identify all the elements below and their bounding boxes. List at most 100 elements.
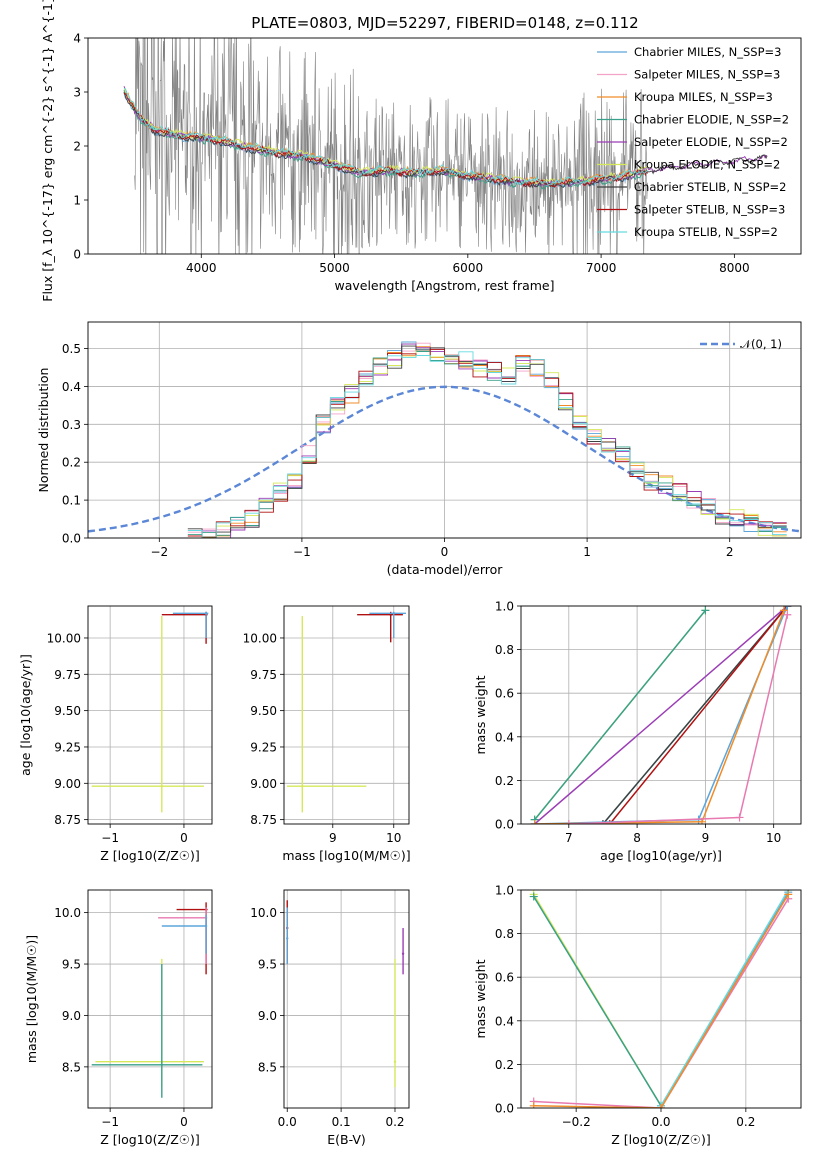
series-marker (783, 610, 792, 619)
x-axis-label: age [log10(age/yr)] (600, 848, 722, 863)
x-tick-label: −1 (293, 545, 311, 559)
y-axis-label: mass weight (473, 675, 488, 754)
y-tick-label: 0.3 (62, 418, 81, 432)
data-point (160, 1063, 164, 1067)
series-marker (657, 1104, 665, 1108)
x-axis-label: wavelength [Angstrom, rest frame] (334, 278, 554, 293)
series-line (660, 890, 789, 1107)
x-axis-label: Z [log10(Z/Z☉)] (100, 1132, 200, 1147)
y-tick-label: 0.1 (62, 494, 81, 508)
y-tick-label: 4 (73, 32, 81, 46)
y-tick-label: 8.5 (258, 1060, 277, 1074)
series-marker (735, 813, 744, 822)
y-tick-label: 0.2 (62, 456, 81, 470)
y-axis-label: mass [log10(M/M☉)] (24, 935, 39, 1063)
x-tick-label: 7 (565, 831, 573, 845)
x-tick-label: 9 (702, 831, 710, 845)
x-tick-label: 7000 (586, 261, 617, 275)
series-marker (779, 606, 788, 615)
legend-label: Chabrier MILES, N_SSP=3 (634, 45, 781, 59)
x-tick-label: 1 (583, 545, 591, 559)
y-tick-label: 0.0 (495, 818, 514, 832)
y-tick-label: 1.0 (495, 600, 514, 614)
plot-area (530, 606, 792, 824)
series-line (534, 606, 788, 824)
axes-frame (87, 37, 802, 255)
x-tick-label: 8000 (719, 261, 750, 275)
y-tick-label: 9.0 (62, 1009, 81, 1023)
legend-label: Salpeter MILES, N_SSP=3 (634, 68, 780, 82)
x-tick-label: 6000 (453, 261, 484, 275)
x-tick-label: 10 (386, 831, 401, 845)
x-tick-label: −1 (101, 831, 119, 845)
model-line (123, 87, 648, 186)
y-tick-label: 0.8 (495, 643, 514, 657)
y-tick-label: 10.0 (250, 906, 277, 920)
legend-label: Chabrier STELIB, N_SSP=2 (634, 180, 786, 194)
age-vs-z-panel: −1 0 8.75 9.00 9.25 9.50 9.75 10.00 Z [log10(Z/Z… (18, 605, 213, 863)
series-marker (598, 820, 607, 824)
x-tick-label: 0 (180, 1115, 188, 1129)
mass-weight-vs-z-panel: −0.2 0.0 0.2 0.0 0.2 0.4 0.6 0.8 1.0 Z [log10(Z/Z… (473, 884, 802, 1147)
y-tick-label: 9.0 (258, 1009, 277, 1023)
axes-frame (87, 889, 213, 1109)
y-tick-label: 1.0 (495, 884, 514, 898)
y-tick-label: 10.0 (54, 906, 81, 920)
legend-label: Kroupa ELODIE, N_SSP=2 (634, 158, 780, 172)
mass-vs-z-panel: −1 0 8.5 9.0 9.5 10.0 Z [log10(Z/Z☉)] mass [log… (24, 889, 213, 1147)
series-line (602, 606, 788, 824)
series-line (533, 898, 789, 1108)
y-tick-label: 0.2 (495, 1058, 514, 1072)
y-tick-label: 9.50 (54, 704, 81, 718)
data-point (401, 952, 405, 955)
y-tick-label: 8.5 (62, 1060, 81, 1074)
x-tick-label: −2 (150, 545, 168, 559)
y-axis-label: mass weight (473, 959, 488, 1038)
plot-area (91, 611, 209, 813)
series-marker (530, 820, 539, 824)
y-tick-label: 0.8 (495, 927, 514, 941)
x-axis-label: E(B-V) (327, 1132, 366, 1147)
y-tick-label: 0.0 (62, 532, 81, 546)
series-marker (564, 820, 573, 824)
y-tick-label: 9.25 (250, 740, 277, 754)
residuals-panel: −2 −1 0 1 2 0.0 0.1 0.2 0.3 0.4 0.5 (data-model)/er… (36, 321, 802, 577)
data-point (393, 1060, 397, 1063)
y-tick-label: 0.4 (62, 380, 81, 394)
x-tick-label: 0 (180, 831, 188, 845)
legend-label: Chabrier ELODIE, N_SSP=2 (634, 113, 789, 127)
x-tick-label: 4000 (186, 261, 217, 275)
y-tick-label: 0.6 (495, 971, 514, 985)
y-tick-label: 0.0 (495, 1102, 514, 1116)
plot-area (91, 902, 208, 1098)
y-tick-label: 8.75 (250, 813, 277, 827)
series-marker (529, 1101, 538, 1108)
y-tick-label: 2 (73, 140, 81, 154)
y-tick-label: 9.75 (54, 668, 81, 682)
model-tail-line (647, 154, 768, 175)
y-tick-label: 9.00 (250, 777, 277, 791)
axes-frame (87, 321, 802, 539)
x-tick-label: 0.0 (651, 1115, 670, 1129)
series-line (609, 606, 788, 824)
axes-frame (87, 605, 213, 825)
model-tail-line (647, 154, 768, 173)
series-line (533, 894, 789, 1108)
y-tick-label: 0.4 (495, 1014, 514, 1028)
series-marker (529, 892, 538, 901)
legend-label: 𝒩(0, 1) (740, 337, 782, 351)
mass-vs-ebv-panel: 0.0 0.1 0.2 8.5 9.0 9.5 10.0 E(B-V) (250, 889, 410, 1147)
x-tick-label: 0.0 (278, 1115, 297, 1129)
data-point (160, 785, 164, 788)
y-tick-label: 0.5 (62, 342, 81, 356)
x-axis-label: (data-model)/error (387, 562, 504, 577)
plot-area (123, 38, 768, 254)
y-tick-label: 9.75 (250, 668, 277, 682)
y-tick-label: 9.50 (250, 704, 277, 718)
plot-area (287, 611, 406, 813)
legend-label: Salpeter ELODIE, N_SSP=2 (634, 135, 788, 149)
y-tick-label: 0.4 (495, 730, 514, 744)
x-axis-label: mass [log10(M/M☉)] (282, 848, 410, 863)
x-axis-label: Z [log10(Z/Z☉)] (100, 848, 200, 863)
y-tick-label: 0.2 (495, 774, 514, 788)
